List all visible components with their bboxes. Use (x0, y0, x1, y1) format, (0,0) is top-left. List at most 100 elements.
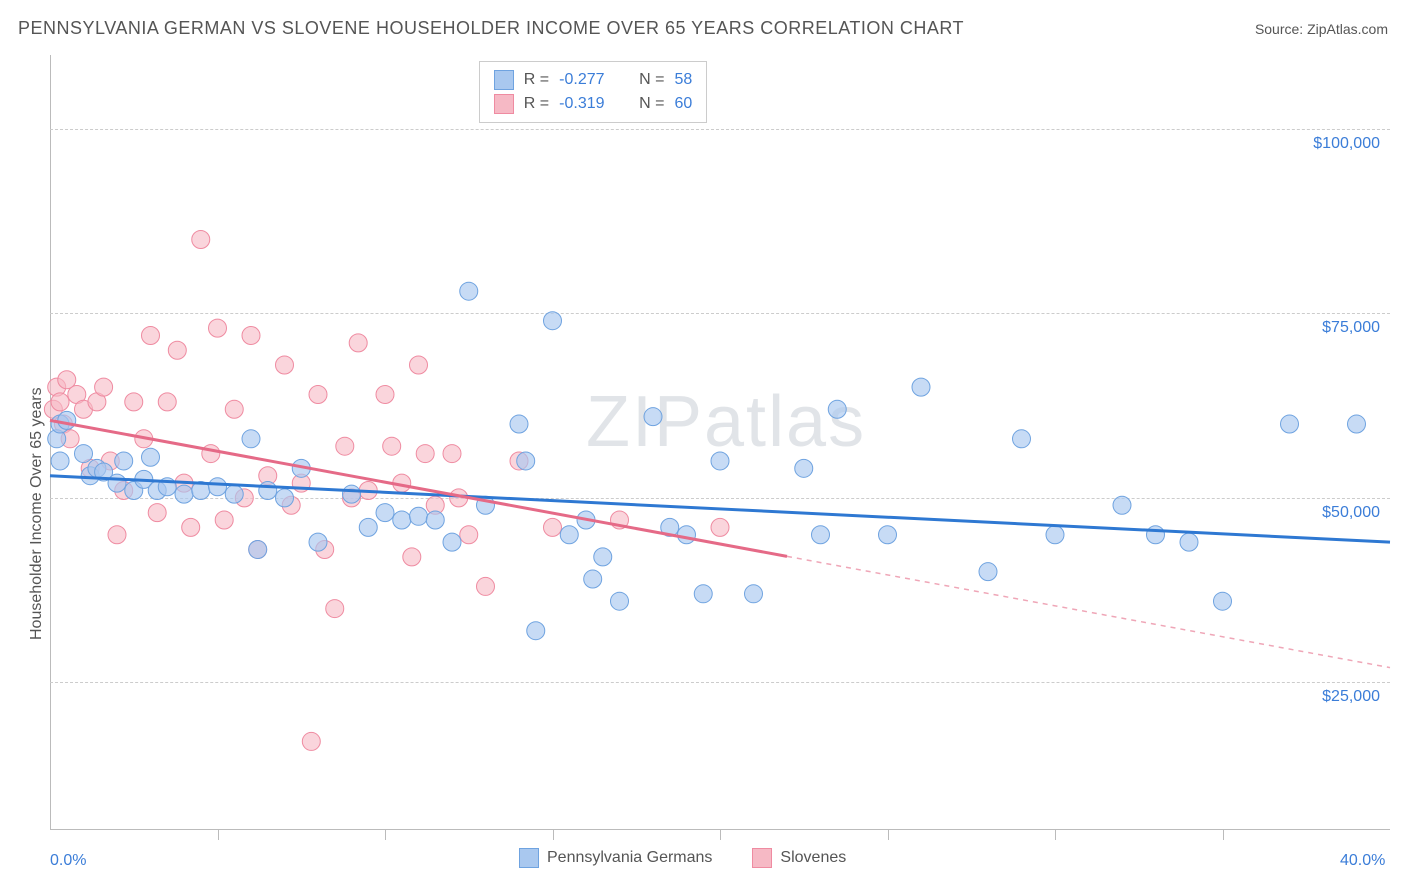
legend-swatch (752, 848, 772, 868)
title-bar: PENNSYLVANIA GERMAN VS SLOVENE HOUSEHOLD… (18, 18, 1388, 39)
stats-n-label: N = (639, 71, 664, 89)
stats-n-label: N = (639, 95, 664, 113)
scatter-point (1147, 526, 1165, 544)
scatter-point (343, 485, 361, 503)
scatter-point (309, 386, 327, 404)
scatter-point (383, 437, 401, 455)
x-tick (553, 830, 554, 840)
scatter-point (259, 481, 277, 499)
scatter-point (192, 231, 210, 249)
legend-item: Slovenes (752, 848, 846, 868)
stats-swatch (494, 94, 514, 114)
stats-row: R = -0.277 N = 58 (494, 68, 692, 92)
scatter-point (326, 600, 344, 618)
x-tick (720, 830, 721, 840)
scatter-point (912, 378, 930, 396)
scatter-point (410, 356, 428, 374)
scatter-point (460, 526, 478, 544)
scatter-point (1113, 496, 1131, 514)
scatter-point (51, 452, 69, 470)
scatter-point (1214, 592, 1232, 610)
scatter-point (584, 570, 602, 588)
legend-item: Pennsylvania Germans (519, 848, 712, 868)
scatter-point (517, 452, 535, 470)
scatter-point (242, 326, 260, 344)
scatter-point (812, 526, 830, 544)
stats-r-label: R = (524, 71, 549, 89)
x-tick (1055, 830, 1056, 840)
stats-row: R =-0.319N =60 (494, 92, 692, 116)
scatter-point (745, 585, 763, 603)
scatter-point (276, 489, 294, 507)
scatter-point (225, 485, 243, 503)
scatter-point (510, 415, 528, 433)
scatter-point (443, 445, 461, 463)
stats-swatch (494, 70, 514, 90)
scatter-point (225, 400, 243, 418)
scatter-point (644, 408, 662, 426)
legend-label: Slovenes (780, 849, 846, 867)
scatter-point (142, 448, 160, 466)
scatter-point (694, 585, 712, 603)
scatter-point (142, 326, 160, 344)
x-axis-max-label: 40.0% (1340, 852, 1385, 870)
scatter-point (309, 533, 327, 551)
scatter-point (611, 592, 629, 610)
source-label: Source: ZipAtlas.com (1255, 21, 1388, 37)
scatter-point (1281, 415, 1299, 433)
stats-box: R =-0.277N =58R =-0.319N =60 (479, 61, 707, 123)
scatter-point (125, 393, 143, 411)
scatter-point (349, 334, 367, 352)
scatter-point (249, 541, 267, 559)
scatter-point (527, 622, 545, 640)
scatter-point (202, 445, 220, 463)
scatter-point (426, 511, 444, 529)
scatter-point (1348, 415, 1366, 433)
scatter-point (108, 526, 126, 544)
scatter-point (148, 504, 166, 522)
scatter-point (376, 504, 394, 522)
scatter-point (477, 577, 495, 595)
scatter-point (795, 459, 813, 477)
trend-line-extrapolated (787, 556, 1390, 667)
scatter-point (544, 312, 562, 330)
scatter-point (560, 526, 578, 544)
scatter-point (302, 732, 320, 750)
scatter-point (828, 400, 846, 418)
scatter-point (393, 511, 411, 529)
x-axis-min-label: 0.0% (50, 852, 86, 870)
scatter-point (108, 474, 126, 492)
scatter-point (460, 282, 478, 300)
scatter-point (158, 393, 176, 411)
scatter-point (879, 526, 897, 544)
scatter-point (209, 478, 227, 496)
legend: Pennsylvania Germans Slovenes (519, 848, 846, 868)
scatter-point (711, 452, 729, 470)
scatter-point (1180, 533, 1198, 551)
y-axis-label: Householder Income Over 65 years (28, 387, 46, 640)
scatter-point (544, 518, 562, 536)
scatter-point (51, 393, 69, 411)
stats-r-value: -0.319 (559, 95, 619, 113)
scatter-point (209, 319, 227, 337)
scatter-point (594, 548, 612, 566)
scatter-point (359, 518, 377, 536)
scatter-point (242, 430, 260, 448)
scatter-point (115, 452, 133, 470)
scatter-point (95, 378, 113, 396)
legend-swatch (519, 848, 539, 868)
x-tick (385, 830, 386, 840)
scatter-point (215, 511, 233, 529)
x-tick (218, 830, 219, 840)
x-tick (888, 830, 889, 840)
scatter-point (75, 445, 93, 463)
stats-n-value: 58 (674, 71, 692, 89)
scatter-point (168, 341, 186, 359)
stats-r-value: -0.277 (559, 71, 619, 89)
scatter-point (376, 386, 394, 404)
legend-label: Pennsylvania Germans (547, 849, 712, 867)
scatter-point (711, 518, 729, 536)
scatter-point (1013, 430, 1031, 448)
scatter-point (182, 518, 200, 536)
scatter-point (678, 526, 696, 544)
